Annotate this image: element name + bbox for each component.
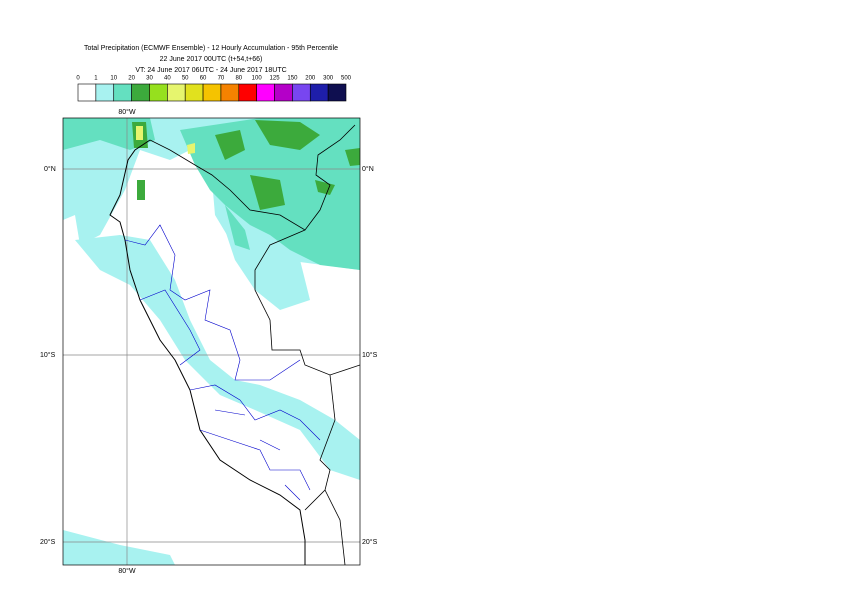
lat-label: 10°S [40, 351, 56, 359]
colorbar-label: 0 [76, 76, 80, 82]
colorbar-box [327, 83, 347, 102]
colorbar-label: 50 [182, 76, 189, 82]
colorbar-label: 200 [305, 76, 316, 82]
lon-label: 80°W [118, 108, 136, 116]
colorbar-label: 30 [146, 76, 153, 82]
colorbar-label: 150 [287, 76, 298, 82]
colorbar-box [184, 83, 204, 102]
colorbar-label: 300 [323, 76, 334, 82]
precip-heavy [215, 120, 360, 210]
title: Total Precipitation (ECMWF Ensemble) - 1… [84, 45, 338, 52]
precip-peak [136, 126, 195, 154]
colorbar-label: 500 [341, 76, 352, 82]
colorbar-box [149, 83, 168, 102]
colorbar-box [131, 83, 150, 102]
map-frame [62, 117, 361, 566]
colorbar-label: 40 [164, 76, 171, 82]
precip-heavy [132, 122, 148, 200]
regions [124, 224, 321, 501]
coastline [109, 139, 306, 565]
lat-label: 0°N [362, 165, 374, 173]
colorbar-label: 20 [128, 76, 135, 82]
colorbar-box [95, 83, 115, 102]
colorbar-label: 80 [235, 76, 242, 82]
colorbar-label: 100 [252, 76, 263, 82]
colorbar-box [238, 83, 257, 102]
lat-label: 20°S [362, 538, 378, 546]
colorbar-label: 125 [270, 76, 281, 82]
colorbar-label: 10 [110, 76, 117, 82]
precip-moderate [63, 118, 155, 150]
colorbar-box [220, 83, 240, 102]
colorbar-box [202, 83, 222, 102]
map [63, 118, 360, 565]
colorbar-box [77, 83, 97, 102]
colorbar-box [309, 83, 329, 102]
colorbar-label: 60 [200, 76, 207, 82]
colorbar-label: 1 [94, 76, 98, 82]
graticule [63, 118, 360, 565]
precip-moderate [225, 205, 250, 250]
colorbar: 0 1 10 20 30 40 50 60 70 80 100 125 150 200 300 500 [76, 76, 352, 102]
precip-light [63, 530, 175, 565]
lat-label: 20°S [40, 538, 56, 546]
subtitle: 22 June 2017 00UTC (t+54,t+66) [160, 56, 263, 63]
colorbar-label: 70 [218, 76, 225, 82]
colorbar-box [292, 83, 311, 102]
colorbar-box [256, 83, 275, 102]
valid-time: VT: 24 June 2017 06UTC - 24 June 2017 18… [135, 67, 286, 74]
colorbar-box [113, 83, 132, 102]
border [149, 124, 360, 565]
colorbar-box [274, 83, 293, 102]
lon-label: 80°W [118, 567, 136, 575]
lat-label: 10°S [362, 351, 378, 359]
precip-light [75, 235, 360, 480]
colorbar-box [167, 83, 186, 102]
lat-label: 0°N [44, 165, 56, 173]
